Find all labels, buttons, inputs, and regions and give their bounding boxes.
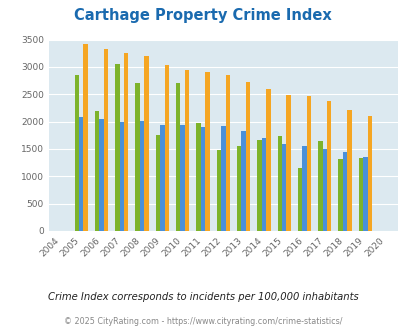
Bar [156,135,160,231]
Bar [302,146,306,231]
Bar [75,75,79,231]
Bar [286,95,290,231]
Bar [257,140,261,231]
Bar [220,126,225,231]
Bar [196,123,200,231]
Bar [180,125,185,231]
Bar [139,121,144,231]
Bar [367,115,371,231]
Bar [124,53,128,231]
Bar [164,65,169,231]
Text: © 2025 CityRating.com - https://www.cityrating.com/crime-statistics/: © 2025 CityRating.com - https://www.city… [64,317,341,326]
Bar [318,141,322,231]
Bar [347,110,351,231]
Bar [322,149,326,231]
Bar [176,83,180,231]
Bar [338,159,342,231]
Bar [185,70,189,231]
Bar [342,152,347,231]
Bar [358,158,362,231]
Bar [83,44,87,231]
Text: Carthage Property Crime Index: Carthage Property Crime Index [74,8,331,23]
Bar [261,138,266,231]
Bar [237,146,241,231]
Bar [119,122,124,231]
Bar [135,83,139,231]
Bar [79,117,83,231]
Bar [362,157,367,231]
Bar [200,126,205,231]
Bar [115,64,119,231]
Bar [216,149,220,231]
Bar [281,144,286,231]
Bar [160,125,164,231]
Bar [205,72,209,231]
Bar [144,56,148,231]
Bar [99,119,104,231]
Bar [104,49,108,231]
Text: Crime Index corresponds to incidents per 100,000 inhabitants: Crime Index corresponds to incidents per… [47,292,358,302]
Bar [266,89,270,231]
Bar [225,75,230,231]
Bar [306,96,311,231]
Bar [245,82,249,231]
Bar [241,131,245,231]
Bar [297,168,301,231]
Bar [326,101,331,231]
Bar [95,111,99,231]
Bar [277,136,281,231]
